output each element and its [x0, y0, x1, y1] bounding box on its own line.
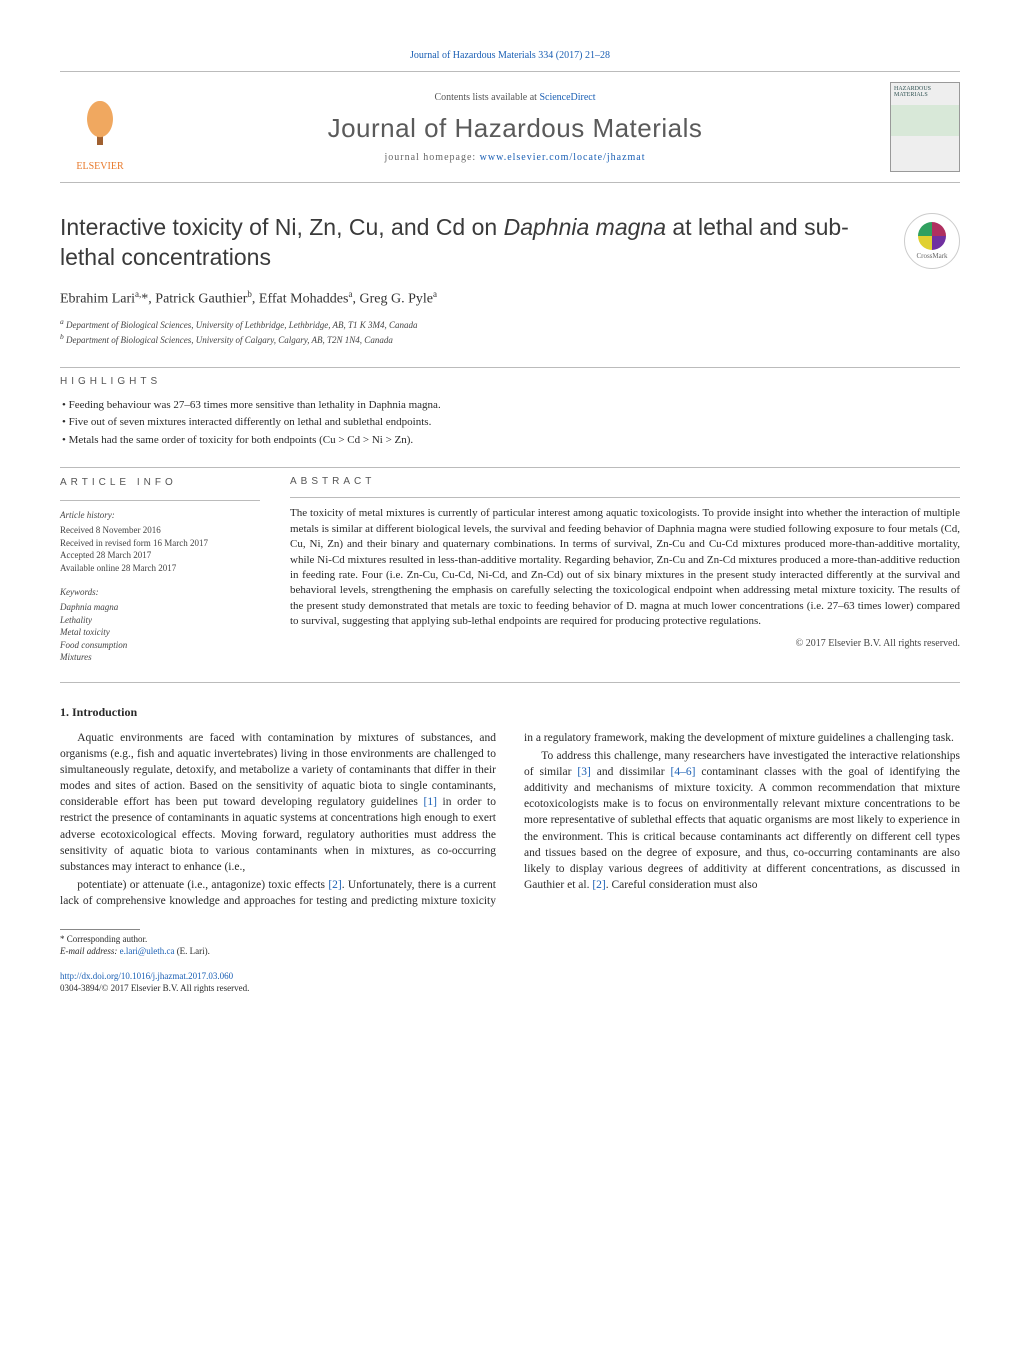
abstract-heading: abstract: [290, 476, 960, 487]
ref-link[interactable]: [2]: [328, 879, 341, 891]
corresponding-author-note: * Corresponding author. E-mail address: …: [60, 934, 960, 957]
doi-block: http://dx.doi.org/10.1016/j.jhazmat.2017…: [60, 971, 960, 994]
keyword: Daphnia magna: [60, 601, 260, 614]
body-text: Aquatic environments are faced with cont…: [60, 730, 960, 909]
ref-link[interactable]: [4–6]: [671, 766, 696, 778]
elsevier-tree-icon: [70, 101, 130, 161]
keyword: Metal toxicity: [60, 626, 260, 639]
sciencedirect-link[interactable]: ScienceDirect: [539, 92, 595, 103]
issn-copyright: 0304-3894/© 2017 Elsevier B.V. All right…: [60, 983, 249, 993]
elsevier-logo: ELSEVIER: [60, 82, 140, 172]
keyword: Food consumption: [60, 639, 260, 652]
history-line: Received 8 November 2016: [60, 524, 260, 537]
author-email-link[interactable]: e.lari@uleth.ca: [120, 946, 175, 956]
article-title: Interactive toxicity of Ni, Zn, Cu, and …: [60, 213, 884, 273]
keyword: Mixtures: [60, 651, 260, 664]
history-heading: Article history:: [60, 509, 260, 522]
citation-header: Journal of Hazardous Materials 334 (2017…: [60, 50, 960, 61]
keyword: Lethality: [60, 614, 260, 627]
doi-link[interactable]: http://dx.doi.org/10.1016/j.jhazmat.2017…: [60, 971, 233, 981]
journal-banner: ELSEVIER Contents lists available at Sci…: [60, 71, 960, 183]
ref-link[interactable]: [2]: [592, 879, 605, 891]
section-heading-intro: 1. Introduction: [60, 705, 960, 720]
history-line: Available online 28 March 2017: [60, 562, 260, 575]
author-list: Ebrahim Laria,*, Patrick Gauthierb, Effa…: [60, 289, 960, 308]
highlights-list: Feeding behaviour was 27–63 times more s…: [60, 397, 960, 450]
affiliation-line: a Department of Biological Sciences, Uni…: [60, 317, 960, 332]
journal-title: Journal of Hazardous Materials: [140, 113, 890, 144]
contents-line: Contents lists available at ScienceDirec…: [140, 92, 890, 103]
keywords-heading: Keywords:: [60, 586, 260, 599]
body-paragraph: Aquatic environments are faced with cont…: [60, 730, 496, 875]
homepage-link[interactable]: www.elsevier.com/locate/jhazmat: [480, 152, 646, 163]
affiliations: a Department of Biological Sciences, Uni…: [60, 317, 960, 346]
article-info-heading: article info: [60, 476, 260, 490]
body-paragraph: To address this challenge, many research…: [524, 748, 960, 893]
footnote-rule: [60, 929, 140, 930]
history-line: Received in revised form 16 March 2017: [60, 537, 260, 550]
journal-homepage: journal homepage: www.elsevier.com/locat…: [140, 152, 890, 163]
highlights-heading: highlights: [60, 376, 960, 387]
highlight-item: Metals had the same order of toxicity fo…: [62, 432, 960, 450]
crossmark-badge[interactable]: CrossMark: [904, 213, 960, 269]
highlight-item: Five out of seven mixtures interacted di…: [62, 414, 960, 432]
abstract-copyright: © 2017 Elsevier B.V. All rights reserved…: [290, 638, 960, 649]
citation-link[interactable]: Journal of Hazardous Materials 334 (2017…: [410, 50, 610, 61]
history-line: Accepted 28 March 2017: [60, 549, 260, 562]
ref-link[interactable]: [1]: [424, 796, 437, 808]
publisher-name: ELSEVIER: [76, 161, 123, 172]
crossmark-label: CrossMark: [916, 252, 947, 260]
ref-link[interactable]: [3]: [577, 766, 590, 778]
crossmark-icon: [918, 222, 946, 250]
highlight-item: Feeding behaviour was 27–63 times more s…: [62, 397, 960, 415]
article-info-block: article info Article history: Received 8…: [60, 476, 260, 664]
affiliation-line: b Department of Biological Sciences, Uni…: [60, 332, 960, 347]
journal-cover-thumb: HAZARDOUS MATERIALS: [890, 82, 960, 172]
abstract-text: The toxicity of metal mixtures is curren…: [290, 506, 960, 629]
